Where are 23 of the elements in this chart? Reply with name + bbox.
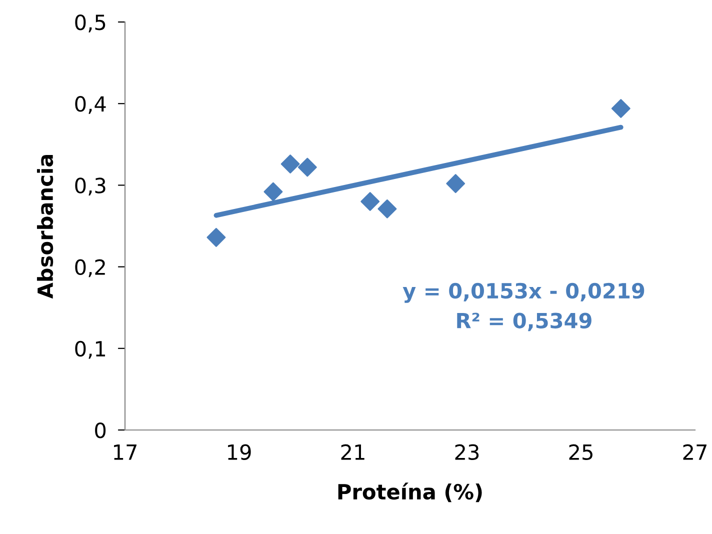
y-axis-title: Absorbancia xyxy=(36,154,54,299)
x-tick-label: 25 xyxy=(569,444,592,460)
point xyxy=(280,154,300,174)
x-axis-title: Proteína (%) xyxy=(338,482,482,502)
point xyxy=(378,199,397,218)
point xyxy=(446,174,466,194)
x-tick-label: 21 xyxy=(341,444,364,460)
x-tick-label: 17 xyxy=(114,444,136,460)
point xyxy=(360,192,380,211)
x-tick-label: 19 xyxy=(228,444,251,460)
y-tick-label: 0,4 xyxy=(75,96,106,114)
y-tick-label: 0,2 xyxy=(75,259,105,278)
y-tick-label: 0,1 xyxy=(75,340,106,359)
point xyxy=(611,99,630,118)
point xyxy=(298,158,317,177)
point xyxy=(264,182,283,202)
x-tick-label: 27 xyxy=(683,444,706,460)
point xyxy=(206,228,226,247)
annotation: y = 0,0153x - 0,0219 R² = 0,5349 xyxy=(402,282,644,332)
y-tick-label: 0,3 xyxy=(75,178,106,196)
y-tick-label: 0 xyxy=(95,422,106,438)
x-tick-label: 23 xyxy=(455,444,479,460)
y-tick-label: 0,5 xyxy=(75,14,106,32)
